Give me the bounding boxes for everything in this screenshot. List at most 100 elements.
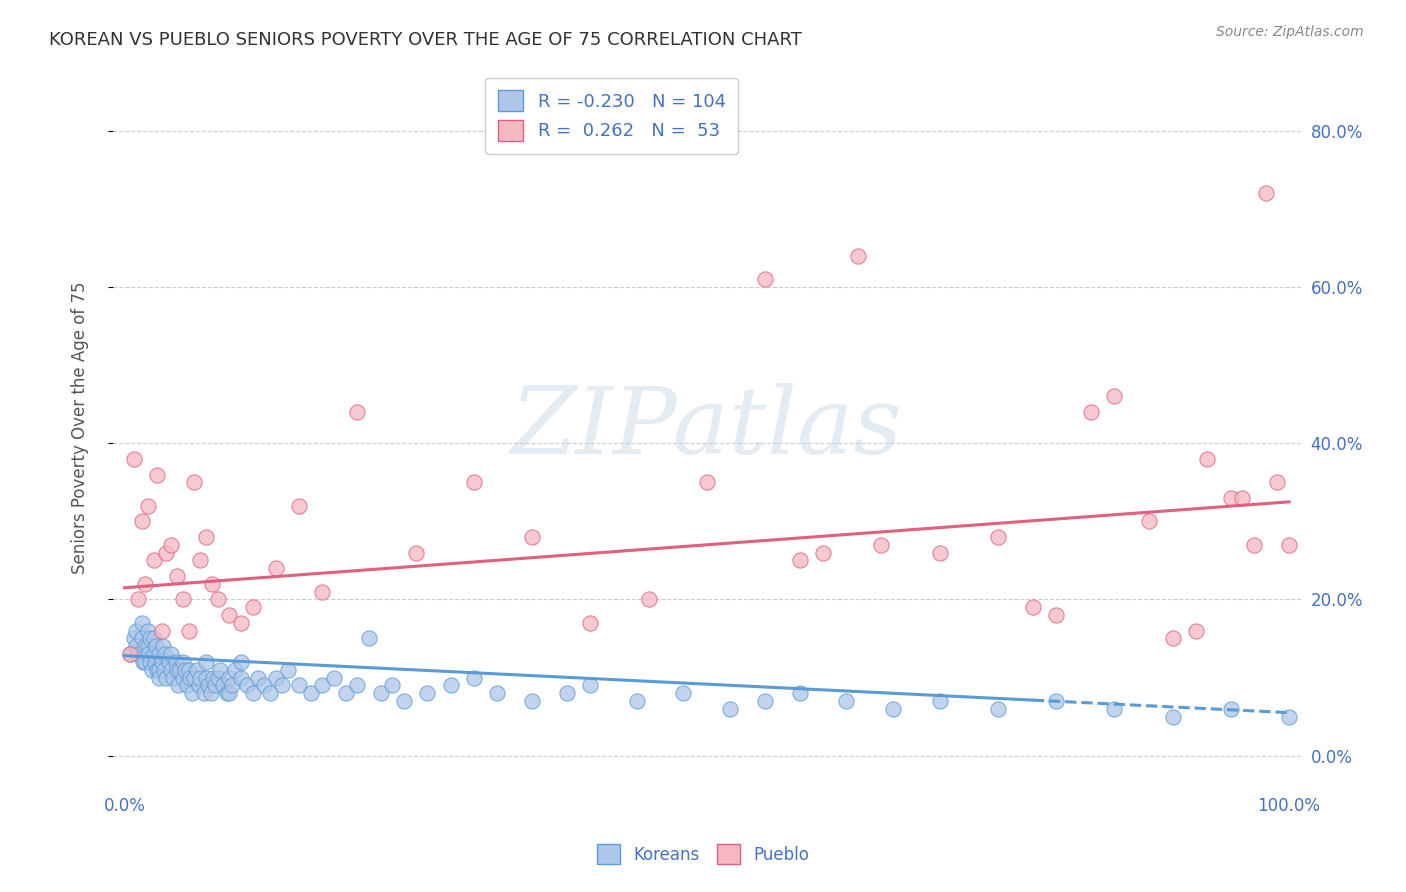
- Point: [311, 584, 333, 599]
- Point: [141, 663, 163, 677]
- Point: [754, 272, 776, 286]
- Point: [1278, 538, 1301, 552]
- Point: [463, 671, 485, 685]
- Point: [179, 671, 201, 685]
- Point: [928, 694, 950, 708]
- Point: [579, 615, 602, 630]
- Point: [229, 615, 252, 630]
- Point: [835, 694, 858, 708]
- Point: [1045, 694, 1067, 708]
- Point: [136, 499, 159, 513]
- Point: [335, 686, 357, 700]
- Point: [120, 647, 142, 661]
- Point: [127, 647, 149, 661]
- Point: [1278, 709, 1301, 723]
- Point: [520, 694, 543, 708]
- Point: [1254, 186, 1277, 201]
- Point: [811, 546, 834, 560]
- Point: [346, 678, 368, 692]
- Point: [204, 678, 226, 692]
- Point: [253, 678, 276, 692]
- Point: [215, 686, 238, 700]
- Point: [1161, 709, 1184, 723]
- Point: [131, 632, 153, 646]
- Point: [160, 538, 183, 552]
- Point: [134, 655, 156, 669]
- Point: [579, 678, 602, 692]
- Point: [188, 553, 211, 567]
- Point: [122, 451, 145, 466]
- Point: [142, 647, 165, 661]
- Point: [486, 686, 509, 700]
- Point: [139, 632, 162, 646]
- Point: [188, 678, 211, 692]
- Point: [150, 624, 173, 638]
- Point: [754, 694, 776, 708]
- Point: [218, 671, 240, 685]
- Point: [416, 686, 439, 700]
- Point: [172, 592, 194, 607]
- Point: [236, 678, 259, 692]
- Point: [520, 530, 543, 544]
- Point: [131, 615, 153, 630]
- Point: [405, 546, 427, 560]
- Point: [193, 686, 215, 700]
- Point: [142, 632, 165, 646]
- Point: [323, 671, 346, 685]
- Point: [392, 694, 415, 708]
- Point: [160, 647, 183, 661]
- Point: [172, 671, 194, 685]
- Point: [155, 647, 177, 661]
- Legend: Koreans, Pueblo: Koreans, Pueblo: [591, 838, 815, 871]
- Point: [264, 561, 287, 575]
- Point: [166, 663, 188, 677]
- Point: [132, 655, 155, 669]
- Point: [207, 671, 229, 685]
- Point: [127, 592, 149, 607]
- Point: [1197, 451, 1219, 466]
- Point: [277, 663, 299, 677]
- Point: [224, 663, 246, 677]
- Point: [134, 640, 156, 654]
- Point: [370, 686, 392, 700]
- Point: [626, 694, 648, 708]
- Y-axis label: Seniors Poverty Over the Age of 75: Seniors Poverty Over the Age of 75: [72, 282, 89, 574]
- Point: [153, 663, 176, 677]
- Point: [346, 405, 368, 419]
- Point: [242, 600, 264, 615]
- Point: [136, 640, 159, 654]
- Point: [381, 678, 404, 692]
- Point: [125, 640, 148, 654]
- Point: [134, 577, 156, 591]
- Point: [846, 249, 869, 263]
- Text: ZIPatlas: ZIPatlas: [510, 383, 903, 473]
- Point: [120, 647, 142, 661]
- Point: [555, 686, 578, 700]
- Point: [165, 655, 187, 669]
- Point: [139, 655, 162, 669]
- Point: [1080, 405, 1102, 419]
- Point: [1137, 514, 1160, 528]
- Point: [229, 655, 252, 669]
- Point: [259, 686, 281, 700]
- Point: [176, 678, 198, 692]
- Legend: R = -0.230   N = 104, R =  0.262   N =  53: R = -0.230 N = 104, R = 0.262 N = 53: [485, 78, 738, 153]
- Point: [201, 577, 224, 591]
- Point: [183, 475, 205, 490]
- Point: [197, 678, 219, 692]
- Point: [1219, 702, 1241, 716]
- Point: [1185, 624, 1208, 638]
- Point: [181, 686, 204, 700]
- Point: [270, 678, 292, 692]
- Point: [131, 514, 153, 528]
- Point: [264, 671, 287, 685]
- Point: [1104, 702, 1126, 716]
- Point: [247, 671, 270, 685]
- Point: [146, 663, 169, 677]
- Point: [160, 663, 183, 677]
- Point: [150, 655, 173, 669]
- Point: [789, 686, 811, 700]
- Point: [637, 592, 659, 607]
- Point: [1219, 491, 1241, 505]
- Point: [195, 655, 218, 669]
